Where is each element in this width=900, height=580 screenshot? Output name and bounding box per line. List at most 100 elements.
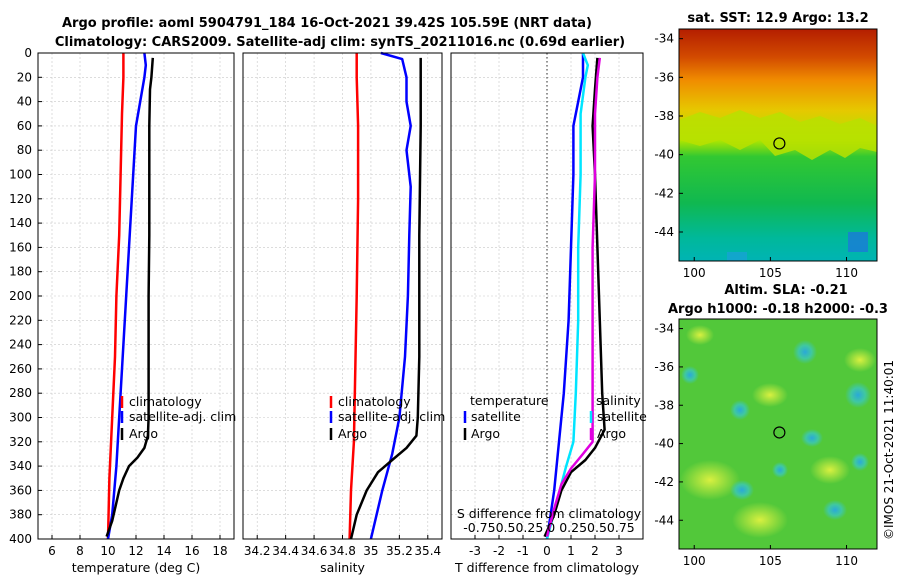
x-tick-label: 34.8 [329,544,356,558]
x-tick-label: 8 [76,544,84,558]
sla-map: Altim. SLA: -0.21 Argo h1000: -0.18 h200… [654,283,888,568]
x-tick-label: 3 [615,544,623,558]
x-tick-label: 16 [184,544,199,558]
sla-eddy [851,453,869,471]
sla-eddy [681,366,699,384]
x-tick-label: 34.6 [301,544,328,558]
legend-label: satellite [597,409,647,424]
y-tick-label: 320 [9,435,32,449]
header-line1: Argo profile: aoml 5904791_184 16-Oct-20… [62,16,592,31]
y-tick-label: 400 [9,532,32,546]
sla-high [680,460,740,500]
sla-high [732,502,788,538]
x-tick-label: 105 [759,266,782,280]
y-tick-label: 140 [9,216,32,230]
sla-high [844,348,876,372]
sst-map-title: sat. SST: 12.9 Argo: 13.2 [687,11,868,26]
x-tick-label: 110 [835,266,858,280]
sla-eddy [772,462,788,478]
y-tick-label: 160 [9,240,32,254]
y-tick-label: -34 [654,32,674,46]
sst-cold-patch [727,252,747,261]
sla-eddy [823,500,847,520]
series-line-s-satellite [545,52,590,540]
legend-label: Argo [471,426,500,441]
y-tick-label: 240 [9,338,32,352]
sla-high [752,383,788,407]
sla-eddy [730,480,754,500]
sla-high [810,456,850,484]
y-tick-label: 60 [17,119,32,133]
x-tick-label: 105 [759,554,782,568]
s-axis-ticks: -0.750.50.25 0 0.250.50.75 [463,520,635,535]
sla-eddy [793,340,817,364]
legend-label: Argo [338,426,367,441]
legend-label: Argo [597,426,626,441]
sla-eddy [845,382,871,408]
series-line-satellite-adj-clim [369,51,412,540]
x-tick-label: 1 [567,544,575,558]
y-tick-label: -36 [654,70,674,84]
x-tick-label: 18 [212,544,227,558]
sla-eddy [801,429,823,447]
y-tick-label: 340 [9,459,32,473]
series-line-satellite-adj-clim [106,52,148,540]
sst-map-frame [678,28,878,262]
plot-frame [37,52,235,540]
x-axis-label: salinity [320,560,365,575]
y-tick-label: -44 [654,225,674,239]
x-tick-label: 14 [156,544,171,558]
x-tick-label: 0 [543,544,551,558]
sst-map-axes: 100 105 110 -34 -36 -38 -40 -42 -44 [654,32,858,280]
x-tick-label: 100 [683,554,706,568]
y-tick-label: 380 [9,508,32,522]
temperature-legend: climatology satellite-adj. clim Argo [120,394,236,441]
salinity-panel: 34.2 34.4 34.6 34.8 35 35.2 35.4 salinity [242,51,443,575]
x-tick-label: 34.2 [244,544,271,558]
y-tick-label: 180 [9,265,32,279]
x-axis-label: temperature (deg C) [72,560,201,575]
series-line-argo [105,57,155,538]
y-tick-label: -42 [654,475,674,489]
sst-front [679,110,877,160]
y-tick-label: -38 [654,398,674,412]
y-tick-label: -42 [654,186,674,200]
x-tick-label: 35.4 [414,544,441,558]
imos-timestamp: ©IMOS 21-Oct-2021 11:40:01 [882,360,896,540]
argo-position-marker [773,137,786,150]
plot-frame [450,52,644,540]
sla-high [686,325,714,345]
y-tick-label: -36 [654,360,674,374]
x-tick-label: -3 [469,544,481,558]
legend-title-salinity: salinity [596,393,641,408]
y-tick-label: 80 [17,143,32,157]
y-tick-label: 120 [9,192,32,206]
series-line-t-argo [543,57,606,538]
legend-label: satellite-adj. clim [129,409,236,424]
legend-label: satellite-adj. clim [338,409,445,424]
sst-map: sat. SST: 12.9 Argo: 13.2 100 105 110 -34 -3… [654,11,878,280]
x-tick-label: 110 [835,554,858,568]
x-tick-label: 10 [100,544,115,558]
argo-position-marker [773,426,786,439]
y-tick-label: 300 [9,411,32,425]
series-line-argo [349,57,422,540]
y-tick-label: 20 [17,70,32,84]
sla-map-title-2: Argo h1000: -0.18 h2000: -0.3 [668,302,888,317]
sla-map-title-1: Altim. SLA: -0.21 [724,283,847,298]
legend-label: climatology [338,394,411,409]
x-tick-label: -1 [517,544,529,558]
legend-label: Argo [129,426,158,441]
plot-frame [242,52,443,540]
y-tick-label: 220 [9,313,32,327]
x-tick-label: 35 [363,544,378,558]
y-tick-label: 360 [9,483,32,497]
sla-map-frame [678,318,878,550]
y-tick-label: 260 [9,362,32,376]
y-tick-label: -40 [654,437,674,451]
x-tick-label: 35.2 [386,544,413,558]
x-tick-label: 34.4 [272,544,299,558]
legend-label: satellite [471,409,521,424]
y-tick-label: 40 [17,95,32,109]
